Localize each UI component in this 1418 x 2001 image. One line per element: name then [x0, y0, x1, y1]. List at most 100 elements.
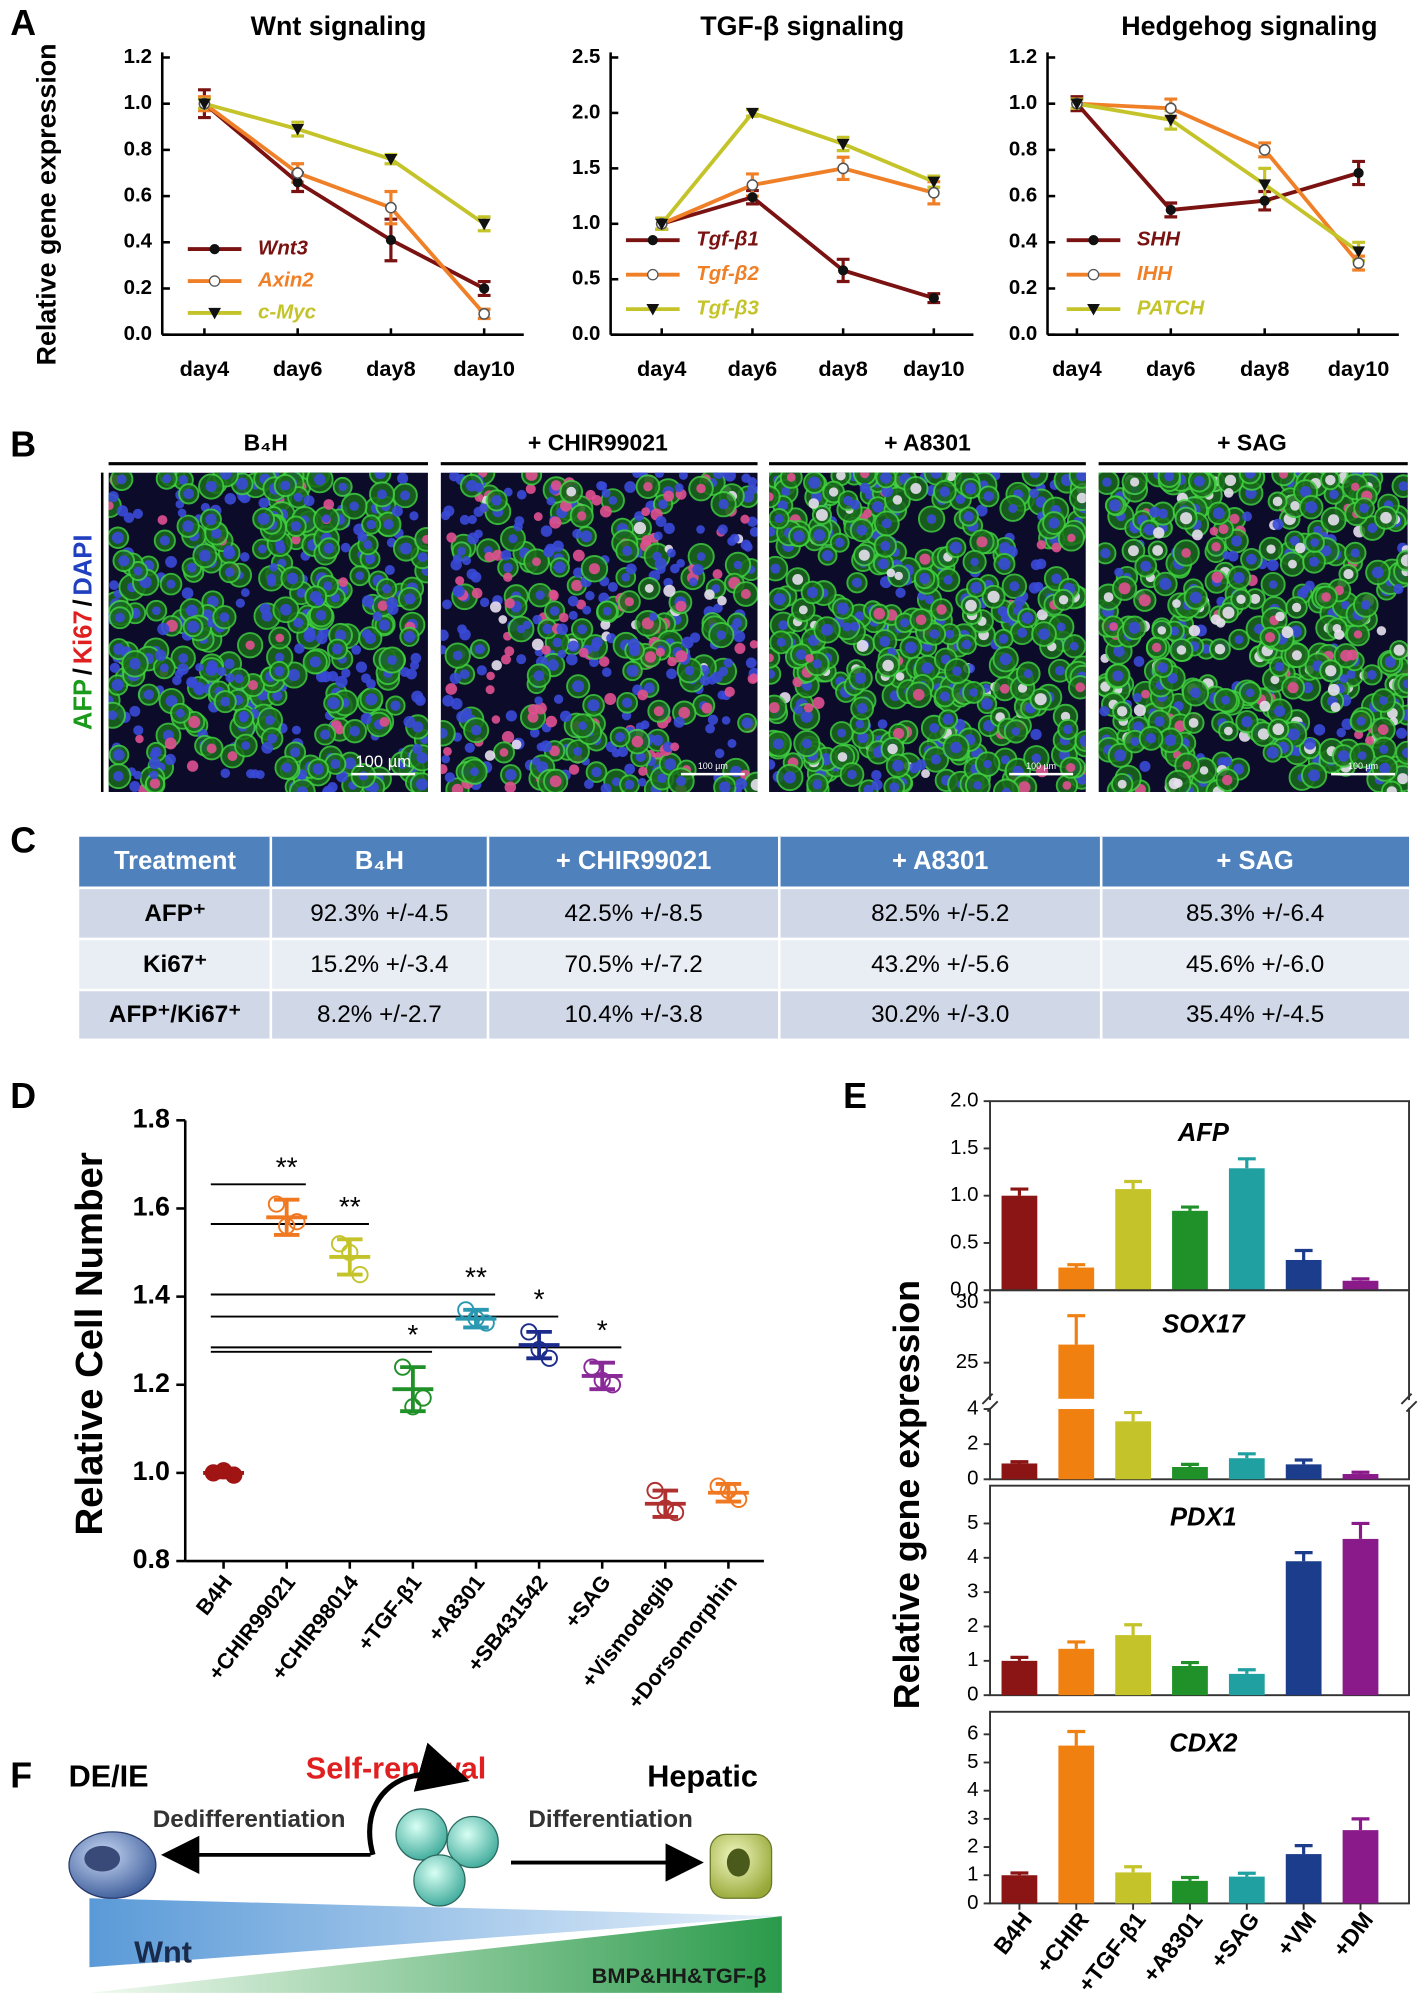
error-bar: [1181, 1875, 1199, 1881]
nucleus: [286, 572, 299, 585]
nucleus: [724, 686, 735, 697]
nucleus: [769, 669, 776, 679]
nucleus: [580, 530, 593, 543]
nucleus: [750, 779, 758, 791]
nucleus: [588, 563, 601, 575]
nucleus: [257, 512, 270, 525]
nucleus: [863, 508, 873, 518]
bar: [1342, 1280, 1379, 1291]
nucleus: [236, 477, 249, 490]
nucleus: [976, 536, 988, 548]
nucleus: [441, 754, 451, 764]
nucleus: [631, 735, 644, 748]
self-renewal-arrow: [367, 1742, 470, 1856]
nucleus: [344, 757, 357, 770]
cytoplasm: [992, 778, 1020, 793]
nucleus: [961, 639, 972, 650]
nucleus: [511, 739, 522, 750]
nucleus: [1393, 583, 1404, 595]
nucleus: [186, 676, 198, 688]
nucleus: [227, 751, 238, 762]
nucleus: [1141, 689, 1150, 699]
nucleus: [857, 731, 869, 744]
nucleus: [1242, 511, 1253, 522]
nucleus: [585, 591, 595, 601]
error-bar: [1351, 1817, 1370, 1831]
nucleus: [1236, 594, 1246, 604]
nucleus: [747, 477, 757, 487]
nucleus: [622, 545, 633, 556]
nucleus: [822, 550, 834, 562]
nucleus: [1234, 635, 1244, 644]
y-tick-label: 1.0: [133, 1456, 170, 1486]
nucleus: [1384, 656, 1397, 668]
nucleus: [1330, 702, 1341, 713]
nucleus: [529, 727, 540, 738]
nucleus: [1222, 606, 1235, 619]
error-bar: [1010, 1871, 1029, 1876]
y-axis-label: Relative gene expression: [887, 1280, 927, 1709]
nucleus: [241, 741, 251, 750]
nucleus: [688, 577, 698, 587]
nucleus: [532, 557, 541, 567]
nucleus: [240, 588, 250, 597]
chart-title: Hedgehog signaling: [1121, 11, 1377, 41]
nucleus: [939, 691, 951, 702]
nucleus: [859, 482, 871, 494]
nucleus: [294, 643, 305, 654]
nucleus: [338, 482, 347, 492]
nucleus: [1304, 737, 1316, 750]
nucleus: [837, 752, 848, 762]
y-tick-label: 1.5: [572, 157, 600, 179]
nucleus: [364, 553, 376, 565]
nucleus: [162, 474, 172, 484]
nucleus: [235, 598, 245, 608]
nucleus: [181, 587, 194, 600]
nucleus: [159, 535, 170, 546]
nucleus: [637, 689, 649, 701]
significance-label: *: [407, 1319, 418, 1350]
nucleus: [491, 660, 502, 671]
nucleus: [534, 696, 543, 705]
legend-marker: [208, 275, 221, 287]
chart-title: SOX17: [1162, 1311, 1246, 1339]
x-tick-label: day8: [818, 356, 867, 381]
nucleus: [457, 624, 467, 635]
nucleus: [457, 547, 466, 556]
nucleus: [1300, 585, 1310, 595]
nucleus: [445, 683, 458, 695]
nucleus: [456, 710, 469, 723]
x-tick-label: +A8301: [1137, 1907, 1208, 1987]
nucleus: [157, 622, 170, 636]
nucleus: [513, 522, 523, 532]
nucleus: [871, 769, 882, 781]
nucleus: [1346, 669, 1356, 679]
nucleus: [1182, 760, 1192, 770]
error-bar: [1351, 1470, 1370, 1475]
nucleus: [442, 599, 452, 610]
nucleus: [1308, 556, 1320, 567]
nucleus: [912, 688, 925, 701]
nucleus: [800, 710, 813, 723]
panel-label: A: [10, 3, 36, 43]
nucleus: [1018, 781, 1031, 793]
nucleus: [527, 711, 539, 723]
nucleus: [621, 572, 631, 582]
nucleus: [1138, 594, 1151, 607]
nucleus: [808, 476, 821, 489]
bmp-gradient: [89, 1916, 782, 1993]
error-bar: [1067, 1640, 1086, 1649]
table-cell: 43.2% +/-5.6: [871, 951, 1009, 978]
nucleus: [1140, 560, 1152, 572]
marker: [927, 186, 940, 199]
y-tick-label: 5: [967, 1751, 978, 1773]
nucleus: [741, 717, 753, 729]
nucleus: [275, 652, 285, 662]
nucleus: [188, 715, 201, 728]
nucleus: [1209, 526, 1219, 536]
micrograph: [108, 472, 428, 793]
y-tick-label: 0.4: [1009, 231, 1038, 253]
nucleus: [854, 672, 867, 684]
y-tick-label: 1: [967, 1864, 978, 1886]
nucleus: [591, 766, 602, 778]
